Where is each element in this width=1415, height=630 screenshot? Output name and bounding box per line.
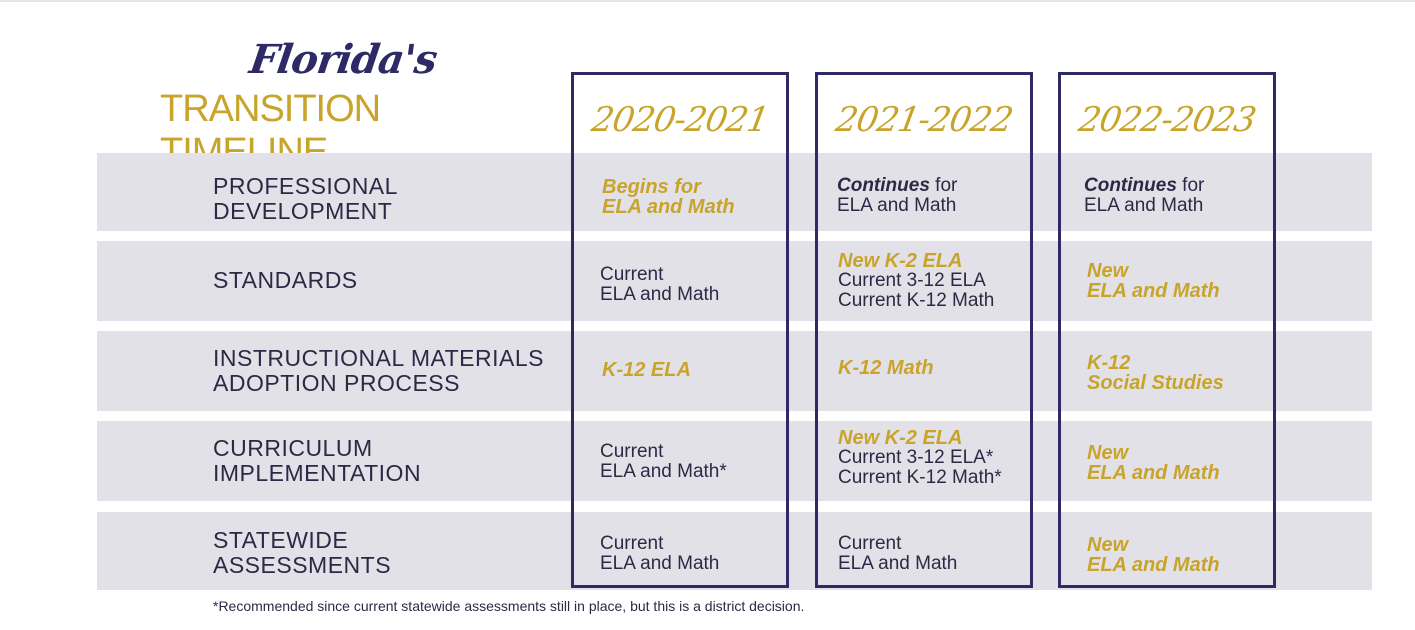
row-band-curriculum	[97, 421, 1372, 501]
row-band-instructional-materials	[97, 331, 1372, 411]
cell-materials-2020: K-12 ELA	[602, 359, 691, 381]
cell-materials-2022: K-12 Social Studies	[1087, 352, 1224, 394]
cell-standards-2022: New ELA and Math	[1087, 260, 1220, 302]
year-header-2021-2022: 2021-2022	[832, 100, 1016, 140]
row-label-professional-development: PROFESSIONAL DEVELOPMENT	[213, 173, 398, 224]
row-label-assessments: STATEWIDE ASSESSMENTS	[213, 527, 392, 578]
footnote: *Recommended since current statewide ass…	[213, 598, 805, 614]
row-label-standards: STANDARDS	[213, 267, 358, 293]
cell-assessments-2020: Current ELA and Math	[600, 533, 720, 574]
row-band-professional-development	[97, 153, 1372, 231]
title-main: TRANSITION TIMELINE	[160, 88, 381, 173]
column-box-2020-2021	[571, 72, 789, 588]
cell-curriculum-2022: New ELA and Math	[1087, 442, 1220, 484]
cell-curriculum-2020: Current ELA and Math*	[600, 441, 727, 482]
cell-assessments-2021: Current ELA and Math	[838, 533, 958, 574]
top-divider	[0, 0, 1415, 2]
year-header-2020-2021: 2020-2021	[588, 100, 772, 140]
cell-pd-2021: Continues for ELA and Math	[837, 175, 958, 216]
cell-pd-2022: Continues for ELA and Math	[1084, 175, 1205, 216]
column-box-2022-2023	[1058, 72, 1276, 588]
row-band-standards	[97, 241, 1372, 321]
column-box-2021-2022	[815, 72, 1033, 588]
cell-curriculum-2021: New K-2 ELA Current 3-12 ELA* Current K-…	[838, 427, 1002, 488]
year-header-2022-2023: 2022-2023	[1075, 100, 1259, 140]
cell-standards-2020: Current ELA and Math	[600, 264, 720, 305]
row-label-curriculum: CURRICULUM IMPLEMENTATION	[213, 435, 422, 486]
cell-pd-2020: Begins for ELA and Math	[602, 176, 735, 218]
row-band-assessments	[97, 512, 1372, 590]
cell-materials-2021: K-12 Math	[838, 357, 934, 379]
cell-assessments-2022: New ELA and Math	[1087, 534, 1220, 576]
title-script: Florida's	[246, 36, 440, 83]
row-label-instructional-materials: INSTRUCTIONAL MATERIALS ADOPTION PROCESS	[213, 345, 544, 396]
cell-standards-2021: New K-2 ELA Current 3-12 ELA Current K-1…	[838, 250, 995, 311]
